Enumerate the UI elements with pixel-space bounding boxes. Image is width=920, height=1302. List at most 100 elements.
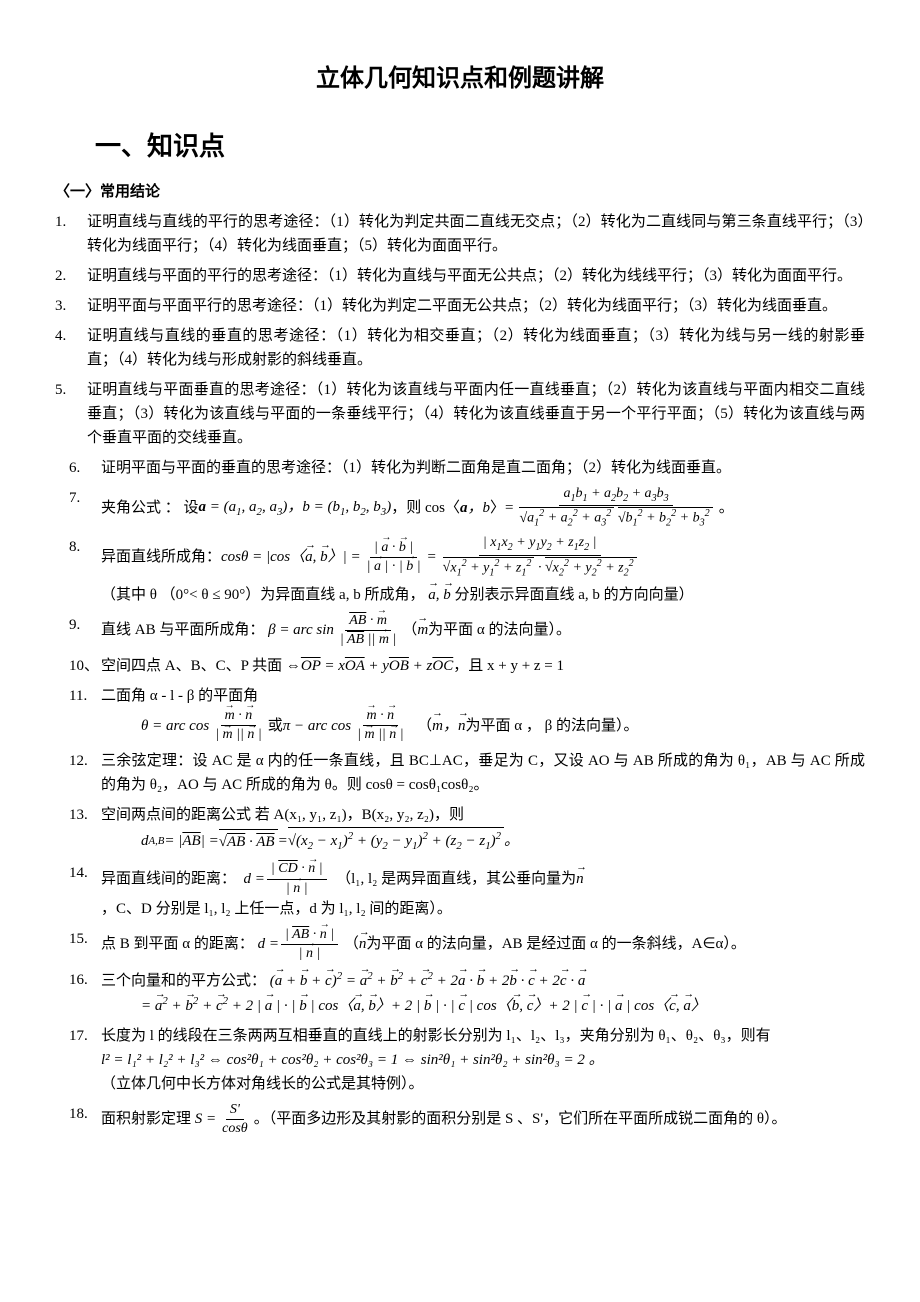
- item-text: 异面直线间的距离：: [101, 867, 236, 891]
- item-formula: 三个向量和的平方公式： (a + b + c)2 = a2 + b2 + c2 …: [101, 968, 865, 1018]
- math-expr: d =: [254, 932, 279, 956]
- math-expr: π − arc cos: [283, 714, 351, 738]
- item-text: （l₁, l₂ 是两异面直线，其公垂向量为: [336, 867, 576, 891]
- math-expr: m: [417, 618, 428, 642]
- equals: =: [427, 545, 437, 569]
- list-item: 1. 证明直线与直线的平行的思考途径：（1）转化为判定共面二直线无交点；（2）转…: [55, 210, 865, 258]
- item-number: 13.: [69, 803, 101, 855]
- list-item: 3. 证明平面与平面平行的思考途径：（1）转化为判定二平面无公共点；（2）转化为…: [55, 294, 865, 318]
- subsection-heading: 〈一〉常用结论: [55, 180, 865, 204]
- list-item: 4. 证明直线与直线的垂直的思考途径：（1）转化为相交垂直；（2）转化为线面垂直…: [55, 324, 865, 372]
- item-text: 为平面 α 的法向量）。: [428, 618, 571, 642]
- math-expr: m，n: [432, 714, 465, 738]
- item-text: [329, 867, 337, 891]
- math-expr: n: [359, 932, 367, 956]
- item-number: 5.: [55, 378, 87, 450]
- fraction: S' cosθ: [218, 1102, 252, 1137]
- item-text: 空间两点间的距离公式 若 A(x₁, y₁, z₁)，B(x₂, y₂, z₂)…: [101, 807, 464, 823]
- fraction: AB · m | AB || m |: [336, 613, 400, 648]
- list-item: 16. 三个向量和的平方公式： (a + b + c)2 = a2 + b2 +…: [55, 968, 865, 1018]
- item-number: 7.: [69, 486, 101, 529]
- list-item: 12. 三余弦定理：设 AC 是 α 内的任一条直线，且 BC⊥AC，垂足为 C…: [55, 749, 865, 797]
- item-text: 三余弦定理：设 AC 是 α 内的任一条直线，且 BC⊥AC，垂足为 C，又设 …: [101, 749, 865, 797]
- item-number: 1.: [55, 210, 87, 258]
- list-item: 13. 空间两点间的距离公式 若 A(x₁, y₁, z₁)，B(x₂, y₂,…: [55, 803, 865, 855]
- item-formula: 二面角 α - l - β 的平面角 θ = arc cos m · n | m…: [101, 684, 865, 743]
- list-item: 5. 证明直线与平面垂直的思考途径：（1）转化为该直线与平面内任一直线垂直；（2…: [55, 378, 865, 450]
- item-text: 三个向量和的平方公式：: [101, 973, 266, 989]
- math-expr: θ = arc cos: [141, 714, 209, 738]
- math-expr: d =: [236, 867, 265, 891]
- item-text: （: [402, 618, 417, 642]
- fraction: | a · b | | a | · | b |: [363, 540, 425, 575]
- item-number: 3.: [55, 294, 87, 318]
- fraction: | AB · n | | n |: [281, 927, 338, 962]
- item-number: 15.: [69, 927, 101, 962]
- item-text: 夹角公式 ： 设: [101, 496, 199, 520]
- item-number: 9.: [69, 613, 101, 648]
- math-expr: = a2 + b2 + c2 + 2 | a | · | b | cos〈a, …: [101, 998, 706, 1014]
- list-item: 7. 夹角公式 ： 设 a = (a1, a2, a3)，b = (b1, b2…: [55, 486, 865, 529]
- item-text: 点 B 到平面 α 的距离：: [101, 932, 254, 956]
- math-expr: dA,B = | AB | = AB · AB = (x2 − x1)2 + (…: [101, 827, 865, 855]
- item-number: 8.: [69, 535, 101, 606]
- list-item: 10、 空间四点 A、B、C、P 共面 ⇔ OP = xOA + yOB + z…: [55, 654, 865, 678]
- fraction: m · n | m || n |: [353, 708, 408, 743]
- item-number: 16.: [69, 968, 101, 1018]
- item-text: 。（平面多边形及其射影的面积分别是 S 、S'，它们所在平面所成锐二面角的 θ）…: [254, 1107, 787, 1131]
- item-text: 或: [268, 714, 283, 738]
- item-text: 长度为 l 的线段在三条两两互相垂直的直线上的射影长分别为 l₁、l₂、l₃，夹…: [101, 1028, 771, 1044]
- item-formula: 异面直线所成角： cosθ = |cos〈a, b〉| = | a · b | …: [101, 535, 865, 606]
- math-expr: cosθ = |cos〈a, b〉| =: [221, 545, 361, 569]
- item-formula: 夹角公式 ： 设 a = (a1, a2, a3)，b = (b1, b2, b…: [101, 486, 865, 529]
- math-expr: β = arc sin: [264, 618, 334, 642]
- item-formula: 长度为 l 的线段在三条两两互相垂直的直线上的射影长分别为 l₁、l₂、l₃，夹…: [101, 1024, 865, 1096]
- item-formula: 点 B 到平面 α 的距离： d = | AB · n | | n | （ n …: [101, 927, 865, 962]
- period: 。: [719, 496, 734, 520]
- section-heading: 一、知识点: [95, 126, 865, 168]
- item-number: 10、: [69, 654, 101, 678]
- list-item: 14. 异面直线间的距离： d = | CD · n | | n | （l₁, …: [55, 861, 865, 920]
- item-text: 异面直线所成角：: [101, 545, 221, 569]
- item-text: 分别表示异面直线 a, b 的方向向量）: [454, 587, 693, 603]
- list-item: 11. 二面角 α - l - β 的平面角 θ = arc cos m · n…: [55, 684, 865, 743]
- list-item: 17. 长度为 l 的线段在三条两两互相垂直的直线上的射影长分别为 l₁、l₂、…: [55, 1024, 865, 1096]
- item-text: 为平面 α 的法向量，AB 是经过面 α 的一条斜线，A∈α）。: [366, 932, 746, 956]
- item-number: 14.: [69, 861, 101, 920]
- item-number: 11.: [69, 684, 101, 743]
- math-expr: l² = l₁² + l₂² + l₃² ⇔ cos²θ₁ + cos²θ₂ +…: [101, 1052, 604, 1068]
- math-expr: a，b: [460, 496, 490, 520]
- item-text: 证明平面与平面平行的思考途径：（1）转化为判定二平面无公共点；（2）转化为线面平…: [87, 294, 865, 318]
- list-item: 15. 点 B 到平面 α 的距离： d = | AB · n | | n | …: [55, 927, 865, 962]
- item-text: （: [344, 932, 359, 956]
- item-formula: 直线 AB 与平面所成角： β = arc sin AB · m | AB ||…: [101, 613, 865, 648]
- item-number: 17.: [69, 1024, 101, 1096]
- math-expr: a, b: [428, 587, 451, 603]
- item-text: 直线 AB 与平面所成角：: [101, 618, 264, 642]
- math-expr: OP = xOA + yOB + zOC: [301, 654, 453, 678]
- list-item: 18. 面积射影定理 S = S' cosθ 。（平面多边形及其射影的面积分别是…: [55, 1102, 865, 1137]
- list-item: 6. 证明平面与平面的垂直的思考途径：（1）转化为判断二面角是直二面角；（2）转…: [55, 456, 865, 480]
- math-expr: a = (a1, a2, a3)，b = (b1, b2, b3): [199, 495, 392, 521]
- item-text: （: [417, 714, 432, 738]
- item-text: [410, 714, 418, 738]
- fraction: a1b1 + a2b2 + a3b3 a12 + a22 + a32 b12 +…: [515, 486, 716, 529]
- item-text: 面积射影定理: [101, 1107, 191, 1131]
- list-item: 2. 证明直线与平面的平行的思考途径：（1）转化为直线与平面无公共点；（2）转化…: [55, 264, 865, 288]
- item-text: 证明直线与直线的平行的思考途径：（1）转化为判定共面二直线无交点；（2）转化为二…: [87, 210, 865, 258]
- item-text: 证明直线与直线的垂直的思考途径：（1）转化为相交垂直；（2）转化为线面垂直；（3…: [87, 324, 865, 372]
- fraction: | x1x2 + y1y2 + z1z2 | x12 + y12 + z12 ·…: [439, 535, 641, 578]
- item-formula: 空间四点 A、B、C、P 共面 ⇔ OP = xOA + yOB + zOC ，…: [101, 654, 865, 678]
- item-text: 为平面 α ， β 的法向量）。: [466, 714, 639, 738]
- fraction: m · n | m || n |: [211, 708, 266, 743]
- list-item: 9. 直线 AB 与平面所成角： β = arc sin AB · m | AB…: [55, 613, 865, 648]
- item-text: 证明直线与平面的平行的思考途径：（1）转化为直线与平面无公共点；（2）转化为线线…: [87, 264, 865, 288]
- item-number: 4.: [55, 324, 87, 372]
- item-text: ，且 x + y + z = 1: [453, 654, 564, 678]
- math-expr: n: [576, 867, 584, 891]
- item-number: 2.: [55, 264, 87, 288]
- item-formula: 面积射影定理 S = S' cosθ 。（平面多边形及其射影的面积分别是 S 、…: [101, 1102, 865, 1137]
- item-text: 证明平面与平面的垂直的思考途径：（1）转化为判断二面角是直二面角；（2）转化为线…: [101, 456, 865, 480]
- item-text: 证明直线与平面垂直的思考途径：（1）转化为该直线与平面内任一直线垂直；（2）转化…: [87, 378, 865, 450]
- item-text: ，C、D 分别是 l₁, l₂ 上任一点，d 为 l₁, l₂ 间的距离）。: [101, 897, 452, 921]
